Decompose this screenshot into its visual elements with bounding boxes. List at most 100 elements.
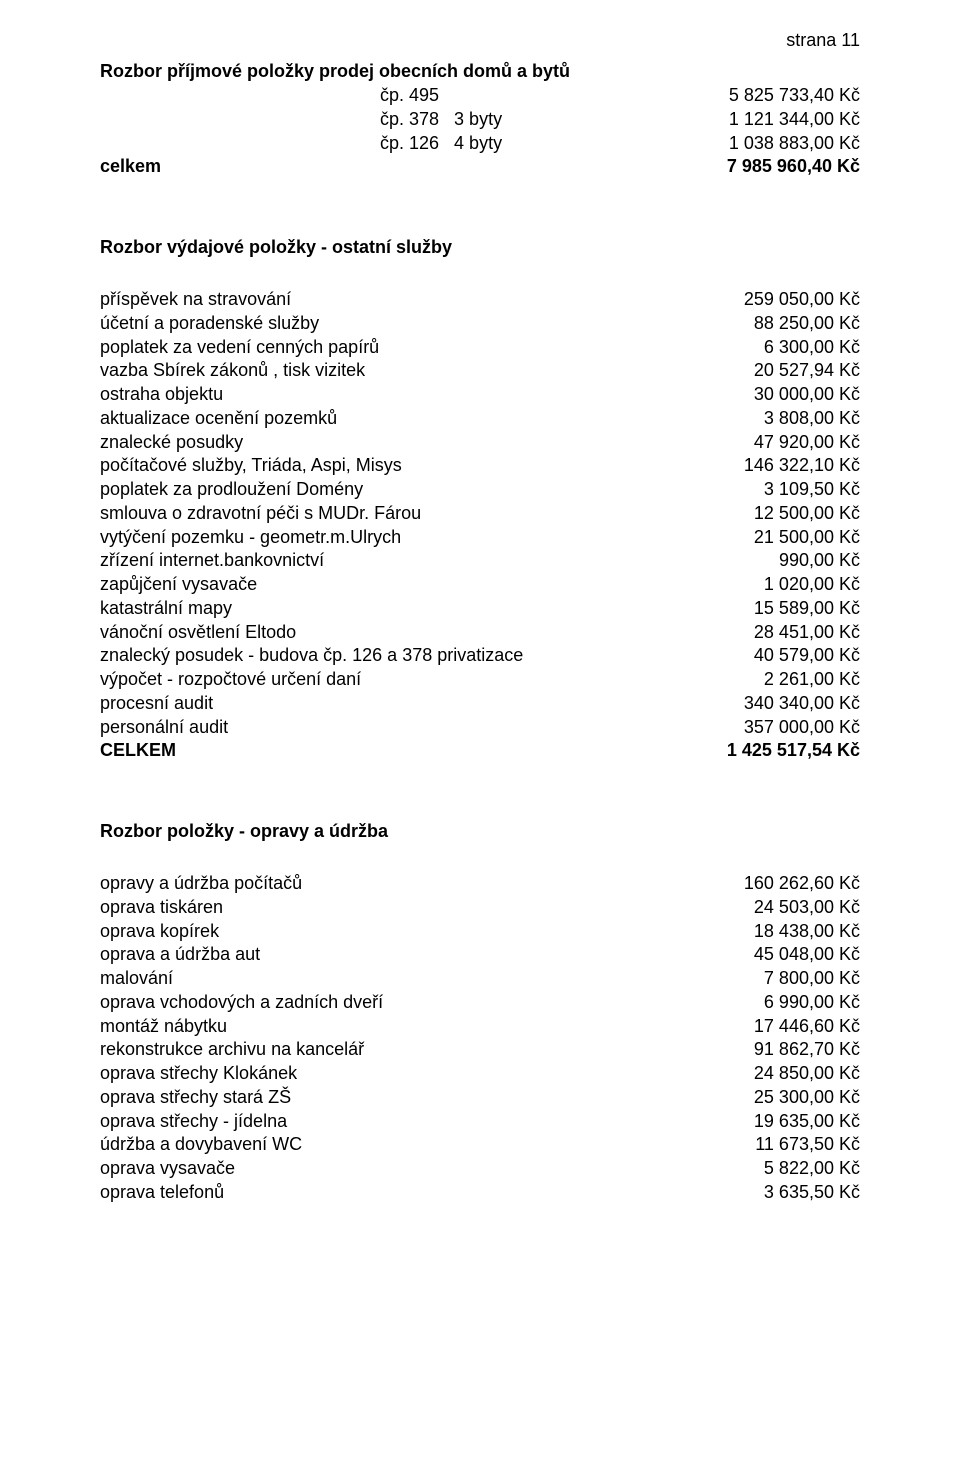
line-item: vánoční osvětlení Eltodo 28 451,00 Kč	[100, 621, 860, 645]
line-item-label: vytýčení pozemku - geometr.m.Ulrych	[100, 526, 401, 550]
line-item: oprava kopírek 18 438,00 Kč	[100, 920, 860, 944]
line-item: oprava střechy - jídelna 19 635,00 Kč	[100, 1110, 860, 1134]
line-item: aktualizace ocenění pozemků 3 808,00 Kč	[100, 407, 860, 431]
line-item-label: čp. 378 3 byty	[100, 108, 502, 132]
line-item-label: oprava střechy - jídelna	[100, 1110, 287, 1134]
line-item-value: 3 808,00 Kč	[764, 407, 860, 431]
line-item: oprava telefonů3 635,50 Kč	[100, 1181, 860, 1205]
line-item-value: 990,00 Kč	[779, 549, 860, 573]
section1-rows: čp. 495 5 825 733,40 Kč čp. 378 3 byty 1 12…	[100, 84, 860, 155]
page-number: strana 11	[100, 30, 860, 51]
line-item-label: účetní a poradenské služby	[100, 312, 319, 336]
line-item-label: oprava střechy stará ZŠ	[100, 1086, 291, 1110]
line-item-label: aktualizace ocenění pozemků	[100, 407, 337, 431]
line-item-value: 15 589,00 Kč	[754, 597, 860, 621]
line-item: znalecký posudek - budova čp. 126 a 378 …	[100, 644, 860, 668]
line-item-value: 259 050,00 Kč	[744, 288, 860, 312]
line-item-label: ostraha objektu	[100, 383, 223, 407]
line-item: oprava střechy stará ZŠ25 300,00 Kč	[100, 1086, 860, 1110]
line-item-label: čp. 126 4 byty	[100, 132, 502, 156]
section1-title: Rozbor příjmové položky prodej obecních …	[100, 61, 860, 82]
line-item-value: 3 635,50 Kč	[764, 1181, 860, 1205]
line-item: čp. 126 4 byty 1 038 883,00 Kč	[100, 132, 860, 156]
section1-total-value: 7 985 960,40 Kč	[727, 155, 860, 179]
line-item-label: zřízení internet.bankovnictví	[100, 549, 324, 573]
line-item: účetní a poradenské služby 88 250,00 Kč	[100, 312, 860, 336]
line-item: vazba Sbírek zákonů , tisk vizitek 20 527…	[100, 359, 860, 383]
line-item-value: 1 038 883,00 Kč	[729, 132, 860, 156]
line-item: příspěvek na stravování259 050,00 Kč	[100, 288, 860, 312]
line-item-value: 28 451,00 Kč	[754, 621, 860, 645]
line-item-value: 40 579,00 Kč	[754, 644, 860, 668]
line-item-value: 30 000,00 Kč	[754, 383, 860, 407]
line-item: rekonstrukce archivu na kancelář 91 862,7…	[100, 1038, 860, 1062]
line-item-value: 12 500,00 Kč	[754, 502, 860, 526]
section1-total-label: celkem	[100, 155, 161, 179]
line-item-label: malování	[100, 967, 173, 991]
line-item: oprava vysavače5 822,00 Kč	[100, 1157, 860, 1181]
line-item: zřízení internet.bankovnictví 990,00 Kč	[100, 549, 860, 573]
line-item: oprava a údržba aut45 048,00 Kč	[100, 943, 860, 967]
line-item: vytýčení pozemku - geometr.m.Ulrych 21 50…	[100, 526, 860, 550]
line-item-label: opravy a údržba počítačů	[100, 872, 302, 896]
line-item-value: 1 121 344,00 Kč	[729, 108, 860, 132]
line-item-label: výpočet - rozpočtové určení daní	[100, 668, 361, 692]
line-item-value: 5 825 733,40 Kč	[729, 84, 860, 108]
line-item-label: oprava střechy Klokánek	[100, 1062, 297, 1086]
section3-title: Rozbor položky - opravy a údržba	[100, 821, 860, 842]
line-item: katastrální mapy15 589,00 Kč	[100, 597, 860, 621]
line-item-value: 47 920,00 Kč	[754, 431, 860, 455]
line-item-label: vazba Sbírek zákonů , tisk vizitek	[100, 359, 365, 383]
line-item-value: 20 527,94 Kč	[754, 359, 860, 383]
line-item-value: 146 322,10 Kč	[744, 454, 860, 478]
line-item-value: 24 503,00 Kč	[754, 896, 860, 920]
line-item-value: 2 261,00 Kč	[764, 668, 860, 692]
line-item-label: oprava a údržba aut	[100, 943, 260, 967]
line-item-value: 1 020,00 Kč	[764, 573, 860, 597]
line-item-label: smlouva o zdravotní péči s MUDr. Fárou	[100, 502, 421, 526]
line-item: montáž nábytku17 446,60 Kč	[100, 1015, 860, 1039]
line-item-label: oprava kopírek	[100, 920, 219, 944]
line-item-value: 5 822,00 Kč	[764, 1157, 860, 1181]
line-item: oprava vchodových a zadních dveří 6 990,0…	[100, 991, 860, 1015]
line-item-value: 18 438,00 Kč	[754, 920, 860, 944]
line-item-value: 7 800,00 Kč	[764, 967, 860, 991]
line-item-value: 21 500,00 Kč	[754, 526, 860, 550]
line-item-value: 340 340,00 Kč	[744, 692, 860, 716]
line-item: procesní audit340 340,00 Kč	[100, 692, 860, 716]
line-item-value: 357 000,00 Kč	[744, 716, 860, 740]
line-item-label: poplatek za prodloužení Domény	[100, 478, 363, 502]
line-item: poplatek za prodloužení Domény 3 109,50 K…	[100, 478, 860, 502]
line-item-label: oprava vchodových a zadních dveří	[100, 991, 383, 1015]
line-item-label: údržba a dovybavení WC	[100, 1133, 302, 1157]
line-item-value: 3 109,50 Kč	[764, 478, 860, 502]
line-item-value: 88 250,00 Kč	[754, 312, 860, 336]
line-item-label: montáž nábytku	[100, 1015, 227, 1039]
line-item: údržba a dovybavení WC11 673,50 Kč	[100, 1133, 860, 1157]
line-item-value: 91 862,70 Kč	[754, 1038, 860, 1062]
line-item: personální audit 357 000,00 Kč	[100, 716, 860, 740]
line-item: výpočet - rozpočtové určení daní 2 261,00…	[100, 668, 860, 692]
line-item: oprava střechy Klokánek 24 850,00 Kč	[100, 1062, 860, 1086]
line-item: ostraha objektu 30 000,00 Kč	[100, 383, 860, 407]
line-item-label: zapůjčení vysavače	[100, 573, 257, 597]
line-item-label: vánoční osvětlení Eltodo	[100, 621, 296, 645]
line-item-value: 160 262,60 Kč	[744, 872, 860, 896]
line-item: poplatek za vedení cenných papírů6 300,0…	[100, 336, 860, 360]
section1-total: celkem 7 985 960,40 Kč	[100, 155, 860, 179]
line-item-value: 19 635,00 Kč	[754, 1110, 860, 1134]
line-item: smlouva o zdravotní péči s MUDr. Fárou 12…	[100, 502, 860, 526]
section2-total-value: 1 425 517,54 Kč	[727, 739, 860, 763]
line-item-label: rekonstrukce archivu na kancelář	[100, 1038, 364, 1062]
line-item: čp. 378 3 byty 1 121 344,00 Kč	[100, 108, 860, 132]
line-item-label: oprava tiskáren	[100, 896, 223, 920]
line-item-label: znalecké posudky	[100, 431, 243, 455]
line-item-value: 6 300,00 Kč	[764, 336, 860, 360]
line-item-label: personální audit	[100, 716, 228, 740]
line-item-label: čp. 495	[100, 84, 439, 108]
section3-rows: opravy a údržba počítačů 160 262,60 Kč opr…	[100, 872, 860, 1205]
line-item-value: 24 850,00 Kč	[754, 1062, 860, 1086]
section2-total-label: CELKEM	[100, 739, 176, 763]
line-item-value: 6 990,00 Kč	[764, 991, 860, 1015]
line-item: čp. 495 5 825 733,40 Kč	[100, 84, 860, 108]
